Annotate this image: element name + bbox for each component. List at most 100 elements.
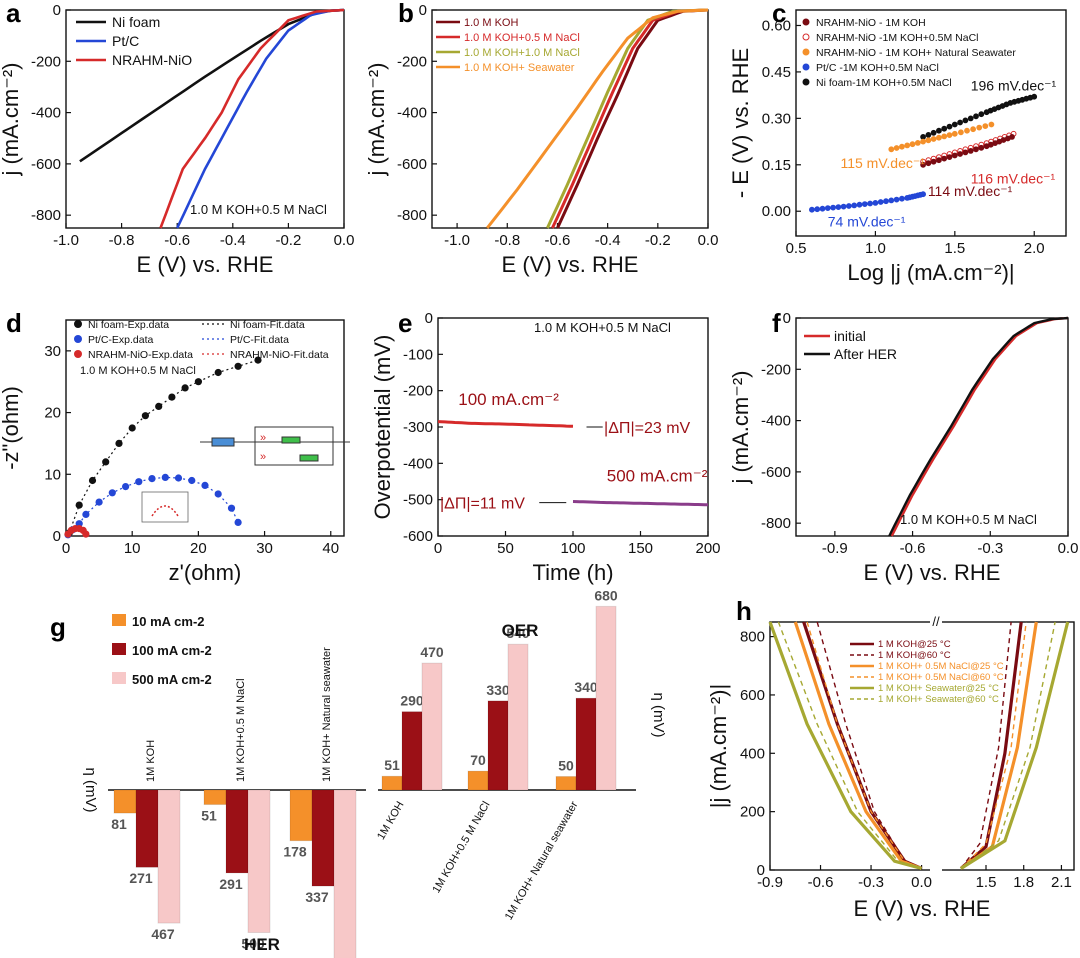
x-axis-title: Time (h) — [532, 560, 613, 585]
data-point — [909, 141, 916, 148]
axes-frame-c — [795, 9, 1067, 237]
legend-label: Ni foam — [112, 14, 160, 30]
legend-label: 1.0 M KOH+ Seawater — [464, 62, 575, 74]
data-point — [1031, 93, 1038, 100]
series-label-500: 500 mA.cm⁻² — [607, 467, 708, 486]
panel-c: 0.5 1.0 1.5 2.0 0.00 0.15 0.30 0.45 0.60 Log |j (… — [728, 9, 1067, 285]
her-title: HER — [244, 935, 280, 954]
bar — [311, 789, 335, 887]
x-tick-label: -0.9 — [822, 540, 848, 557]
bar — [555, 776, 577, 791]
x-tick-label: 0 — [434, 540, 442, 557]
x-tick-label: -0.3 — [858, 874, 884, 891]
bar-value-label: 340 — [574, 679, 598, 695]
data-point — [194, 378, 202, 386]
data-point — [973, 113, 979, 120]
data-point — [861, 201, 868, 208]
delta-label-100: |ΔΠ|=23 mV — [604, 420, 690, 437]
y-tick-label: 20 — [44, 405, 61, 422]
y-tick-label: 0 — [53, 2, 61, 19]
legend-label: 100 mA cm-2 — [132, 643, 212, 658]
data-point — [925, 137, 932, 144]
data-point — [964, 127, 970, 134]
data-point — [128, 424, 136, 432]
data-point — [941, 125, 948, 132]
y-tick-label: 0 — [419, 2, 427, 19]
data-point — [982, 123, 989, 129]
data-point — [234, 362, 242, 370]
data-point — [122, 483, 130, 491]
series-label-100: 100 mA.cm⁻² — [458, 390, 559, 409]
category-label: 1M KOH+0.5 M NaCl — [235, 678, 247, 782]
x-tick-label: 2.1 — [1051, 874, 1072, 891]
data-point — [920, 191, 926, 198]
x-tick-label: -0.4 — [595, 232, 621, 249]
circuit-box — [254, 426, 334, 466]
legend-marker — [74, 320, 82, 328]
legend-label: 10 mA cm-2 — [132, 614, 205, 629]
y-tick-label: 400 — [740, 745, 765, 762]
eta-label-left: η (mV) — [82, 768, 99, 813]
category-label: 1M KOH+ Natural seawater — [503, 799, 581, 922]
x-tick-label: -0.8 — [109, 232, 135, 249]
bar-value-label: 178 — [283, 844, 307, 860]
data-point — [962, 117, 969, 124]
x-tick-label: 2.0 — [1024, 240, 1045, 257]
y-tick-label: -400 — [761, 413, 791, 430]
x-tick-label: -0.6 — [545, 232, 571, 249]
panel-label-e: e — [398, 308, 412, 338]
bar-value-label: 271 — [129, 870, 153, 886]
bar — [421, 662, 443, 791]
data-point — [148, 475, 156, 483]
legend-label: Ni foam-1M KOH+0.5M NaCl — [816, 77, 952, 89]
data-point — [188, 476, 196, 485]
x-tick-label: 20 — [190, 540, 207, 557]
panel-label-b: b — [398, 0, 414, 28]
legend-label: 1 M KOH@60 °C — [878, 650, 951, 661]
bar-value-label: 51 — [384, 757, 400, 773]
legend-label: 1.0 M KOH+0.5 M NaCl — [464, 32, 580, 44]
y-tick-label: -600 — [403, 528, 433, 545]
bar — [381, 775, 403, 791]
bar — [157, 789, 181, 924]
bar-value-label: 470 — [420, 644, 444, 660]
legend-label: Pt/C -1M KOH+0.5M NaCl — [816, 62, 939, 74]
x-tick-label: 40 — [322, 540, 339, 557]
x-tick-label: 200 — [695, 540, 720, 557]
legend-label: NRAHM-NiO - 1M KOH — [816, 17, 926, 29]
data-point — [168, 393, 176, 401]
x-tick-label: 1.5 — [976, 874, 997, 891]
legend-label: 1 M KOH@25 °C — [878, 639, 951, 650]
category-label: 1M KOH — [375, 799, 407, 842]
legend-swatch — [112, 643, 126, 655]
x-axis-title: E (V) vs. RHE — [502, 252, 639, 277]
panel-d: 0 10 20 30 40 0 10 20 30 z'(ohm) -z"(ohm) Ni foam-E… — [0, 319, 350, 585]
data-point — [930, 129, 937, 136]
series-line-nrahm-nio — [159, 8, 345, 229]
panel-b: -1.0 -0.8 -0.6 -0.4 -0.2 0.0 0 -200 -400 -600 -800… — [364, 2, 718, 277]
data-point — [946, 123, 953, 130]
data-point — [978, 144, 985, 151]
series-line-oer-4 — [960, 621, 1070, 870]
panel-g: 10 mA cm-2 100 mA cm-2 500 mA cm-2 81 271 467… — [82, 587, 667, 958]
data-point — [174, 474, 183, 482]
data-point — [957, 151, 963, 157]
x-tick-label: -1.0 — [53, 232, 79, 249]
x-tick-label: 0.0 — [698, 232, 719, 249]
x-tick-label: 0.5 — [786, 240, 807, 257]
data-point — [201, 481, 209, 489]
y-axis-title: - E (V) vs. RHE — [728, 48, 753, 198]
bar-value-label: 500 — [241, 936, 265, 952]
y-tick-label: 10 — [44, 466, 61, 483]
x-axis-title: E (V) vs. RHE — [137, 252, 274, 277]
x-tick-label: 10 — [124, 540, 141, 557]
y-tick-label: 200 — [740, 804, 765, 821]
y-axis-title: Overpotential (mV) — [370, 335, 395, 520]
data-point — [888, 197, 895, 204]
axes-frame-d — [65, 319, 345, 537]
bar-value-label: 680 — [594, 587, 618, 603]
x-axis-title: E (V) vs. RHE — [854, 896, 991, 921]
bar — [467, 770, 489, 791]
data-point — [951, 121, 958, 128]
x-axis-title: Log |j (mA.cm⁻²)| — [847, 260, 1014, 285]
